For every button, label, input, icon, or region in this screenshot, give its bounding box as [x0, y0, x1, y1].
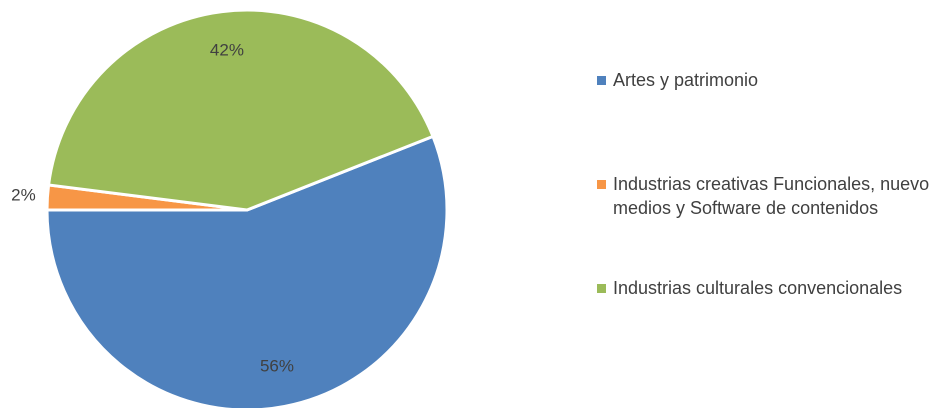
legend-swatch	[597, 76, 606, 85]
data-label: 42%	[210, 41, 244, 60]
pie-slice	[45, 134, 449, 408]
legend-label: Industrias creativas Funcionales, nuevo …	[613, 174, 930, 218]
legend-item: Artes y patrimonio	[597, 68, 933, 92]
legend-swatch	[597, 180, 606, 189]
legend-swatch	[597, 284, 606, 293]
data-label: 56%	[260, 357, 294, 376]
legend-item: Industrias culturales convencionales	[597, 276, 933, 300]
legend-label: Industrias culturales convencionales	[613, 278, 903, 298]
pie-slice	[46, 8, 435, 212]
legend-item: Industrias creativas Funcionales, nuevo …	[597, 172, 933, 220]
legend-label: Artes y patrimonio	[613, 70, 759, 90]
data-label: 2%	[11, 185, 36, 204]
